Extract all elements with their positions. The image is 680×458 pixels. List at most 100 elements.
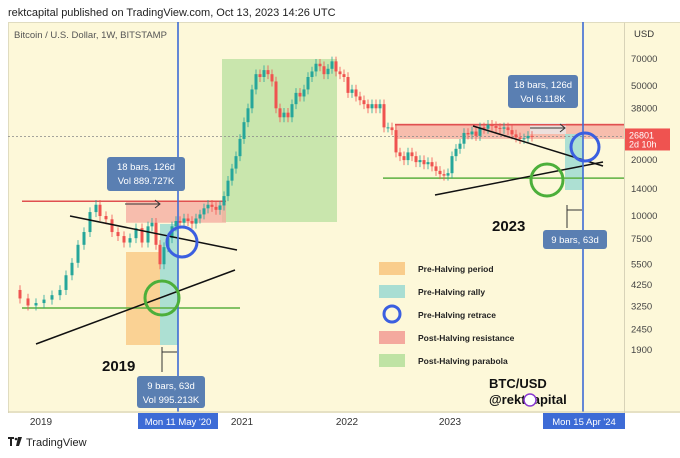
pre-halving-retrace-circle-2019: [165, 225, 199, 259]
measure-arrowhead-2023: [559, 123, 566, 133]
publisher-header: rektcapital published on TradingView.com…: [8, 7, 336, 19]
candle-body: [386, 127, 390, 129]
candle-body: [422, 160, 426, 165]
callout-box-c4: [543, 230, 607, 249]
candle-body: [382, 104, 386, 128]
candle-body: [158, 244, 162, 265]
callout-text-c2: 9 bars, 63d: [147, 381, 195, 392]
candle-body: [502, 127, 506, 129]
candle-body: [398, 152, 402, 157]
legend-label: Pre-Halving rally: [418, 287, 485, 297]
legend-swatch-circle: [382, 304, 402, 324]
candle-body: [70, 262, 74, 276]
candle-body: [178, 221, 182, 223]
y-tick-label: 70000: [631, 54, 657, 65]
callout-box-c3: [508, 75, 578, 108]
price-axis[interactable]: [624, 22, 680, 413]
y-tick-label: 50000: [631, 81, 657, 92]
candle-body: [270, 74, 274, 82]
candle-body: [334, 61, 338, 72]
candle-body: [250, 89, 254, 109]
y-tick-label: 3250: [631, 302, 652, 313]
candle-body: [82, 232, 86, 245]
callout-text-c3: Vol 6.118K: [520, 94, 566, 105]
candle-body: [294, 92, 298, 105]
candle-body: [218, 205, 222, 210]
date-badge-2024: [543, 413, 625, 429]
candle-body: [434, 166, 438, 171]
candle-body: [42, 299, 46, 304]
candle-body: [414, 156, 418, 163]
legend-swatch: [379, 262, 405, 275]
candle-body: [190, 221, 194, 224]
pre-halving-retrace-circle-2023: [569, 131, 601, 163]
candle-body: [514, 134, 518, 138]
price-badge-value: 26801: [629, 130, 654, 140]
candle-body: [88, 212, 92, 233]
legend-swatch: [379, 354, 405, 367]
candle-body: [116, 232, 120, 237]
y-tick-label: 1900: [631, 345, 652, 356]
candle-body: [94, 204, 98, 213]
legend-label: Pre-Halving period: [418, 264, 494, 274]
post-halving-parabola-circle-2023: [529, 162, 565, 198]
candle-body: [322, 66, 326, 75]
candle-body: [458, 143, 462, 149]
candle-body: [202, 208, 206, 215]
candle-body: [310, 71, 314, 78]
candle-body: [338, 71, 342, 75]
candle-body: [278, 108, 282, 118]
candle-body: [366, 104, 370, 109]
candle-body: [482, 127, 486, 129]
candle-body: [286, 112, 290, 118]
candle-body: [510, 130, 514, 135]
candle-body: [162, 247, 166, 265]
callout-text-c1: Vol 889.727K: [118, 176, 175, 187]
candle-body: [238, 138, 242, 157]
candle-body: [446, 173, 450, 176]
legend-swatch: [379, 285, 405, 298]
candle-body: [406, 152, 410, 161]
legend-swatch: [379, 331, 405, 344]
legend-label: Post-Halving resistance: [418, 333, 515, 343]
x-tick-label: 2023: [439, 417, 462, 428]
candle-body: [306, 77, 310, 90]
legend-label: Post-Halving parabola: [418, 356, 508, 366]
candle-body: [354, 89, 358, 97]
legend-label: Pre-Halving retrace: [418, 310, 496, 320]
descending-trendline-2019: [69, 215, 238, 251]
y-tick-label: 38000: [631, 103, 657, 114]
callout-box-c1: [107, 157, 185, 191]
date-badge-2020: [138, 413, 218, 429]
y-tick-label: 5500: [631, 259, 652, 270]
candle-body: [350, 89, 354, 93]
candle-body: [128, 238, 132, 243]
candle-body: [486, 124, 490, 129]
candle-body: [298, 92, 302, 97]
candle-body: [258, 74, 262, 78]
candle-body: [430, 162, 434, 167]
callout-text-c2: Vol 995.213K: [143, 395, 200, 406]
candle-body: [210, 204, 214, 207]
candle-body: [302, 89, 306, 97]
candle-body: [140, 228, 144, 243]
candle-body: [466, 132, 470, 135]
price-badge-countdown: 2d 10h: [629, 139, 657, 149]
candle-body: [438, 170, 442, 175]
axis-currency: USD: [634, 29, 654, 40]
ascending-trendline-2023: [434, 161, 604, 196]
candle-body: [470, 131, 474, 135]
candle-body: [242, 122, 246, 139]
candle-body: [346, 77, 350, 93]
candle-body: [442, 174, 446, 176]
y-tick-label: 20000: [631, 155, 657, 166]
candle-body: [262, 70, 266, 78]
candle-body: [274, 81, 278, 109]
post-halving-parabola-circle-2019: [143, 279, 181, 317]
y-tick-label: 10000: [631, 211, 657, 222]
callout-text-c1: 18 bars, 126d: [117, 162, 175, 173]
x-tick-label: 2019: [30, 417, 53, 428]
candle-body: [326, 68, 330, 75]
candle-body: [58, 289, 62, 296]
candle-body: [462, 132, 466, 144]
